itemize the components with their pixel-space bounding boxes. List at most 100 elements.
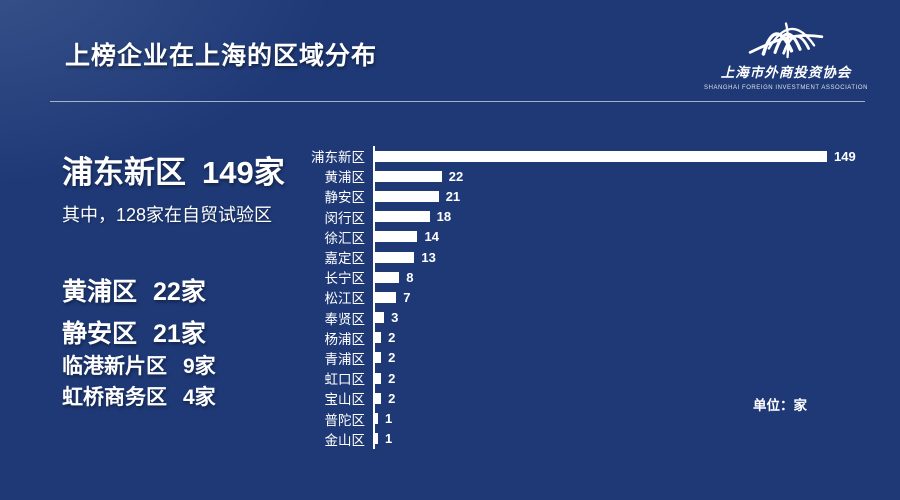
chart-row: 松江区 7 [305,287,856,308]
highlight-huangpu-value: 22家 [153,278,206,306]
chart-row: 黄浦区 22 [305,166,856,187]
bar-value-label: 1 [385,411,393,427]
bar-category-label: 虹口区 [324,372,366,388]
district-bar-chart: 浦东新区 149 黄浦区 22 静安区 21 闵行区 18 徐汇区 14 嘉定区 13 长宁区 8 松江区 7… [305,146,856,449]
bar-area: 8 [373,267,414,288]
bar-area: 3 [373,307,399,328]
bar [375,170,442,182]
bar-value-label: 21 [445,188,461,204]
bar-rows: 浦东新区 149 黄浦区 22 静安区 21 闵行区 18 徐汇区 14 嘉定区 13 长宁区 8 松江区 7… [305,146,856,449]
bar-value-label: 2 [388,330,396,346]
chart-row: 宝山区 2 [305,388,856,409]
bar-value-label: 22 [448,168,464,184]
bar-category-label: 黄浦区 [324,170,366,186]
bar-category-label: 闵行区 [324,210,366,226]
chart-row: 金山区 1 [305,428,856,449]
chart-row: 静安区 21 [305,186,856,207]
page-title: 上榜企业在上海的区域分布 [65,42,378,70]
bar-value-label: 1 [385,431,393,447]
highlight-lingang: 临港新片区 9家 [62,350,216,380]
logo-english-name: SHANGHAI FOREIGN INVESTMENT ASSOCIATION [704,85,868,91]
bar-category-label: 奉贤区 [324,311,366,327]
bar-category-label: 杨浦区 [324,331,366,347]
bar-category-label: 青浦区 [324,351,366,367]
bar-value-label: 18 [436,209,452,225]
bar-area: 2 [373,368,396,389]
bar-category-label: 静安区 [324,190,366,206]
chart-row: 虹口区 2 [305,368,856,389]
bar [375,392,382,404]
highlight-lingang-value: 9家 [183,355,216,378]
bar-value-label: 2 [388,390,396,406]
bar-value-label: 2 [388,370,396,386]
bar-category-label: 宝山区 [324,392,366,408]
bar-value-label: 14 [424,229,439,245]
bar-category-label: 长宁区 [324,271,366,287]
highlight-lingang-label: 临港新片区 [62,355,167,378]
highlight-pudong: 浦东新区 149家 [62,147,285,192]
bar-area: 18 [373,206,452,227]
bar-area: 1 [373,428,393,449]
bar-category-label: 金山区 [324,432,366,448]
title-divider [50,101,865,102]
bar [375,291,397,303]
highlight-huangpu: 黄浦区 22家 [62,272,206,308]
bar-area: 2 [373,347,396,369]
highlight-huangpu-label: 黄浦区 [62,278,138,306]
bar-area: 149 [373,146,856,167]
bar-area: 22 [373,166,464,187]
bar-area: 21 [373,186,461,207]
chart-row: 杨浦区 2 [305,327,856,348]
highlight-hongqiao-label: 虹桥商务区 [62,386,167,409]
bar-area: 14 [373,226,439,247]
highlight-jingan-label: 静安区 [62,320,138,348]
chart-row: 浦东新区 149 [305,146,856,167]
bar [375,231,418,243]
bar-area: 2 [373,327,396,348]
bar-value-label: 2 [388,350,396,366]
bar-area: 1 [373,408,393,429]
bar [375,211,430,223]
highlight-hongqiao-value: 4家 [183,386,216,409]
chart-row: 奉贤区 3 [305,307,856,328]
bar [375,150,827,162]
bar-area: 13 [373,246,436,268]
highlight-pudong-value: 149家 [202,155,285,190]
unit-label: 单位：家 [753,398,807,413]
chart-row: 徐汇区 14 [305,226,856,247]
bar [375,332,382,344]
chart-row: 闵行区 18 [305,206,856,227]
bar-category-label: 松江区 [324,291,366,307]
bar-category-label: 徐汇区 [324,230,366,246]
bar [375,271,400,283]
bar-value-label: 3 [391,310,399,326]
chart-row: 普陀区 1 [305,408,856,429]
bar-category-label: 嘉定区 [324,251,366,267]
highlight-pudong-note: 其中，128家在自贸试验区 [62,205,273,225]
highlight-hongqiao: 虹桥商务区 4家 [62,381,216,411]
highlight-pudong-label: 浦东新区 [62,155,186,190]
bar [375,433,379,445]
bar [375,352,382,364]
association-logo: 上海市外商投资协会 SHANGHAI FOREIGN INVESTMENT AS… [696,12,876,91]
bar-category-label: 普陀区 [324,412,366,428]
bar-value-label: 7 [403,289,411,305]
bar-value-label: 13 [421,249,436,265]
bar [375,190,439,202]
chart-row: 嘉定区 13 [305,246,856,268]
highlight-jingan-value: 21家 [153,320,206,348]
chart-row: 青浦区 2 [305,347,856,369]
bar-area: 2 [373,388,396,409]
chart-row: 长宁区 8 [305,267,856,288]
bar-category-label: 浦东新区 [311,150,365,166]
bar-value-label: 149 [834,148,856,164]
highlight-jingan: 静安区 21家 [62,314,206,350]
bar-value-label: 8 [406,269,414,285]
bar [375,251,415,263]
logo-chinese-name: 上海市外商投资协会 [720,65,852,81]
bar [375,413,379,425]
dome-arches-icon [748,22,824,59]
bar-area: 7 [373,287,411,308]
bar [375,372,382,384]
